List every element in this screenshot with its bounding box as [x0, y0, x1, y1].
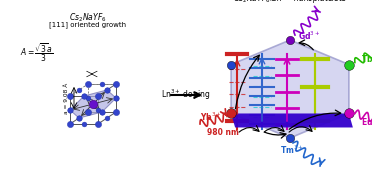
Text: Ln$^{3+}$ doping: Ln$^{3+}$ doping	[161, 88, 211, 102]
Text: Yb$^{3+}$: Yb$^{3+}$	[199, 111, 221, 123]
Text: Cs$_2$NaYF$_6$: Cs$_2$NaYF$_6$	[69, 12, 107, 25]
Text: $A = \dfrac{\sqrt{3}a}{3}$: $A = \dfrac{\sqrt{3}a}{3}$	[20, 41, 53, 64]
Text: Eu$^{3+}$: Eu$^{3+}$	[361, 115, 372, 128]
Text: a = 9.08 Å: a = 9.08 Å	[64, 82, 68, 114]
Polygon shape	[70, 90, 116, 118]
Text: Cs$_2$NaYF$_6$:Ln$^{3+}$ nanoplatelets: Cs$_2$NaYF$_6$:Ln$^{3+}$ nanoplatelets	[233, 0, 347, 6]
Polygon shape	[231, 113, 353, 127]
Text: 980 nm: 980 nm	[207, 128, 239, 137]
Polygon shape	[70, 90, 116, 118]
Text: [111] oriented growth: [111] oriented growth	[49, 21, 126, 28]
Text: Gd$^{3+}$: Gd$^{3+}$	[298, 30, 320, 43]
Text: Tb$^{3+}$: Tb$^{3+}$	[361, 52, 372, 65]
Text: Tm$^{3+}$: Tm$^{3+}$	[280, 144, 304, 156]
Polygon shape	[231, 40, 349, 138]
